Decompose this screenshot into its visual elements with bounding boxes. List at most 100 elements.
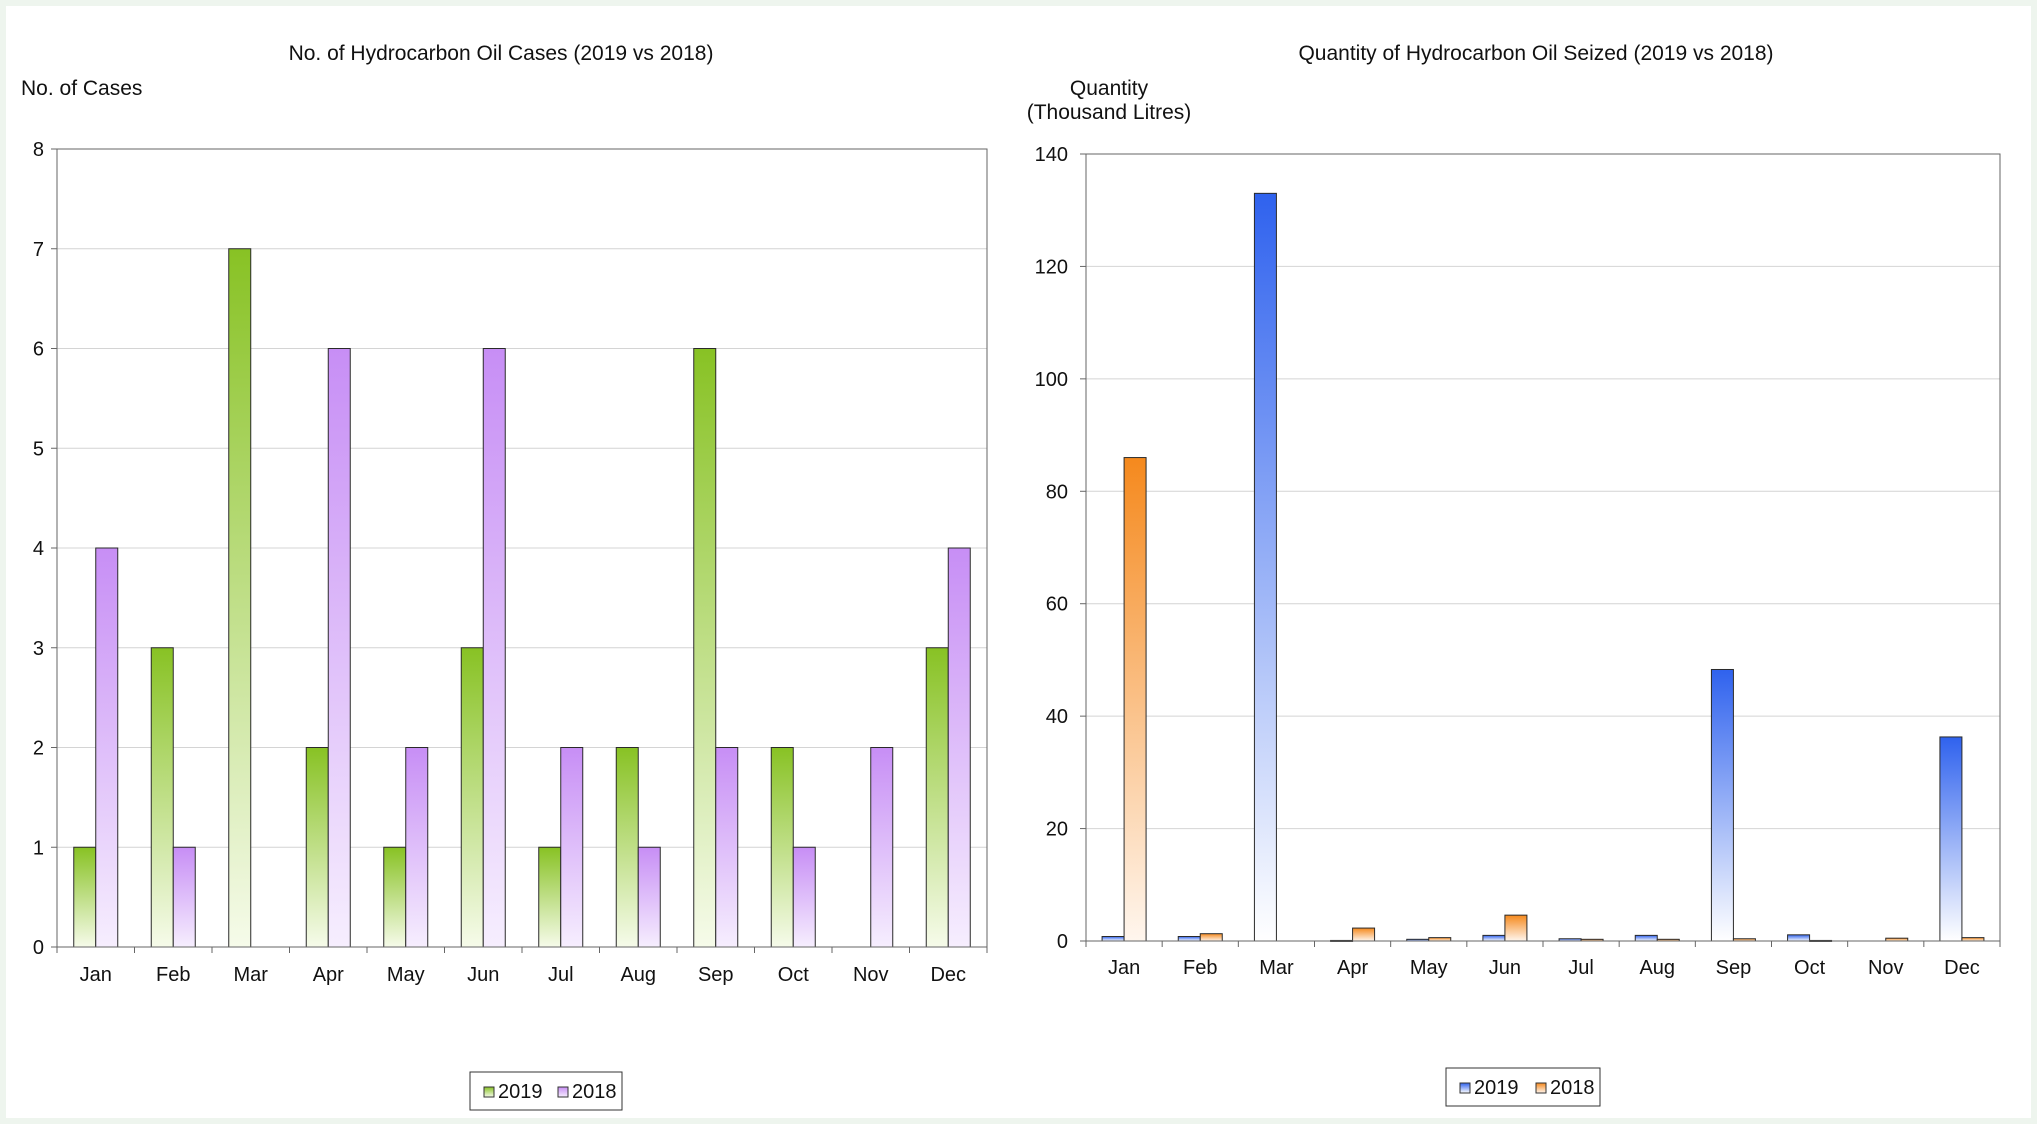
quantity-legend-label-2018: 2018 <box>1550 1077 1595 1099</box>
quantity-y-tick-label: 140 <box>1035 144 1068 166</box>
cases-y-tick-label: 3 <box>33 638 44 660</box>
quantity-bar-2018-may <box>1428 937 1452 942</box>
quantity-bar-2018-feb <box>1199 933 1223 942</box>
cases-bar-2019-may <box>383 846 407 948</box>
cases-chart-ylabel: No. of Cases <box>21 77 142 100</box>
cases-bar-2018-feb <box>172 846 196 948</box>
quantity-chart: Quantity of Hydrocarbon Oil Seized (2019… <box>1027 42 2001 1107</box>
quantity-chart-plot-frame <box>1085 153 2001 942</box>
quantity-chart-y-tick-labels: 0 20 40 60 80 100 120 140 <box>1035 144 1068 953</box>
quantity-x-tick-label: Mar <box>1259 957 1294 979</box>
quantity-bar-2018-apr <box>1352 927 1376 942</box>
quantity-chart-legend: 2019 2018 <box>1445 1067 1601 1107</box>
cases-legend-label-2018: 2018 <box>572 1081 617 1103</box>
cases-chart-bars <box>73 248 971 948</box>
cases-y-tick-label: 5 <box>33 438 44 460</box>
cases-x-tick-label: Aug <box>620 964 656 986</box>
quantity-bar-2018-dec <box>1961 937 1985 942</box>
quantity-chart-grid <box>1080 153 2001 947</box>
quantity-bar-2019-aug <box>1634 934 1658 942</box>
quantity-legend-swatch-2018 <box>1535 1082 1547 1094</box>
cases-y-tick-label: 4 <box>33 538 44 560</box>
cases-x-tick-label: Jul <box>548 964 574 986</box>
cases-bar-2019-apr <box>305 747 329 948</box>
cases-legend-swatch-2018 <box>557 1086 569 1098</box>
cases-bar-2018-jul <box>560 747 584 948</box>
cases-bar-2019-jul <box>538 846 562 948</box>
cases-y-tick-label: 0 <box>33 937 44 959</box>
cases-y-tick-label: 2 <box>33 738 44 760</box>
cases-bar-2019-aug <box>615 747 639 948</box>
cases-bar-2019-oct <box>770 747 794 948</box>
quantity-chart-title: Quantity of Hydrocarbon Oil Seized (2019… <box>1298 42 1773 65</box>
quantity-x-tick-label: Jul <box>1568 957 1594 979</box>
quantity-x-tick-label: Feb <box>1183 957 1217 979</box>
quantity-x-tick-label: Aug <box>1639 957 1675 979</box>
quantity-x-tick-label: Jan <box>1108 957 1140 979</box>
cases-bar-2018-sep <box>715 747 739 948</box>
cases-bar-2019-sep <box>693 348 717 948</box>
quantity-y-tick-label: 20 <box>1046 819 1068 841</box>
cases-x-tick-label: Apr <box>313 964 344 986</box>
cases-x-tick-label: Jan <box>80 964 112 986</box>
quantity-legend-swatch-2019 <box>1459 1082 1471 1094</box>
quantity-x-tick-label: Sep <box>1716 957 1752 979</box>
cases-bar-2019-jan <box>73 846 97 948</box>
quantity-legend-box <box>1445 1067 1601 1107</box>
cases-legend-box <box>469 1071 623 1111</box>
cases-y-tick-label: 7 <box>33 239 44 261</box>
cases-x-tick-label: Mar <box>234 964 269 986</box>
cases-legend-label-2019: 2019 <box>498 1081 543 1103</box>
quantity-chart-x-tick-labels: Jan Feb Mar Apr May Jun Jul Aug Sep Oct Nov Dec <box>1108 957 1980 979</box>
cases-bar-2018-nov <box>870 747 894 948</box>
chart-panel: No. of Hydrocarbon Oil Cases (2019 vs 20… <box>6 6 2031 1118</box>
cases-x-tick-label: Jun <box>467 964 499 986</box>
cases-bar-2018-aug <box>637 846 661 948</box>
quantity-chart-bars <box>1101 192 1985 942</box>
cases-chart-grid <box>51 148 988 953</box>
quantity-y-tick-label: 0 <box>1057 931 1068 953</box>
cases-chart-y-tick-labels: 0 1 2 3 4 5 6 7 8 <box>33 139 44 959</box>
cases-chart-title: No. of Hydrocarbon Oil Cases (2019 vs 20… <box>289 42 714 65</box>
cases-bar-2018-may <box>405 747 429 948</box>
cases-chart-x-tick-labels: Jan Feb Mar Apr May Jun Jul Aug Sep Oct Nov Dec <box>80 964 966 986</box>
quantity-bar-2018-jan <box>1123 457 1147 942</box>
cases-x-tick-label: Oct <box>778 964 810 986</box>
quantity-bar-2019-jun <box>1482 934 1506 942</box>
cases-x-tick-label: Feb <box>156 964 190 986</box>
cases-bar-2018-apr <box>327 348 351 948</box>
quantity-bar-2019-sep <box>1710 668 1734 942</box>
quantity-bar-2019-jan <box>1101 936 1125 942</box>
cases-chart-legend: 2019 2018 <box>469 1071 623 1111</box>
quantity-bar-2019-mar <box>1253 192 1277 942</box>
cases-bar-2018-jan <box>95 547 119 948</box>
cases-chart: No. of Hydrocarbon Oil Cases (2019 vs 20… <box>21 42 988 1111</box>
quantity-x-tick-label: May <box>1410 957 1448 979</box>
cases-y-tick-label: 8 <box>33 139 44 161</box>
quantity-bar-2018-jun <box>1504 914 1528 942</box>
cases-chart-plot-frame <box>56 148 988 948</box>
quantity-y-tick-label: 40 <box>1046 706 1068 728</box>
quantity-y-tick-label: 100 <box>1035 369 1068 391</box>
cases-y-tick-label: 6 <box>33 339 44 361</box>
cases-bar-2018-oct <box>792 846 816 948</box>
cases-bar-2019-feb <box>150 647 174 948</box>
quantity-bar-2019-dec <box>1939 736 1963 942</box>
quantity-x-tick-label: Nov <box>1868 957 1904 979</box>
quantity-y-tick-label: 80 <box>1046 481 1068 503</box>
cases-bar-2019-dec <box>925 647 949 948</box>
cases-y-tick-label: 1 <box>33 837 44 859</box>
quantity-x-tick-label: Oct <box>1794 957 1826 979</box>
quantity-bar-2019-feb <box>1177 936 1201 942</box>
cases-x-tick-label: May <box>387 964 425 986</box>
quantity-x-tick-label: Dec <box>1944 957 1980 979</box>
quantity-x-tick-label: Jun <box>1489 957 1521 979</box>
quantity-y-tick-label: 120 <box>1035 256 1068 278</box>
cases-bar-2019-mar <box>228 248 252 948</box>
quantity-legend-label-2019: 2019 <box>1474 1077 1519 1099</box>
cases-x-tick-label: Dec <box>930 964 966 986</box>
quantity-x-tick-label: Apr <box>1337 957 1368 979</box>
cases-legend-swatch-2019 <box>483 1086 495 1098</box>
quantity-y-tick-label: 60 <box>1046 594 1068 616</box>
cases-x-tick-label: Nov <box>853 964 889 986</box>
